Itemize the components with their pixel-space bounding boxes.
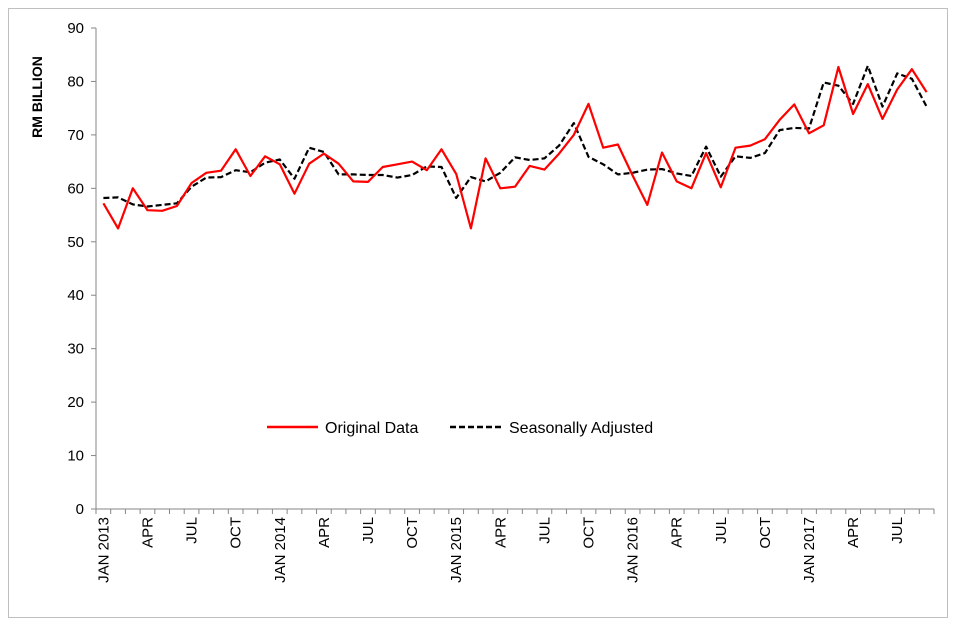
y-tick-label: 20 xyxy=(67,394,84,411)
y-tick-label: 70 xyxy=(67,127,84,144)
y-axis-title: RM BILLION xyxy=(29,56,45,138)
y-tick-label: 60 xyxy=(67,180,84,197)
y-tick-label: 90 xyxy=(67,20,84,37)
x-tick-label: JUL xyxy=(536,517,553,544)
x-tick-label: OCT xyxy=(757,517,774,549)
legend-seasonal-label: Seasonally Adjusted xyxy=(509,420,653,437)
x-tick-label: JUL xyxy=(184,517,201,544)
x-tick-label: APR xyxy=(139,517,156,548)
x-tick-label: JAN 2014 xyxy=(272,517,289,583)
y-tick-label: 30 xyxy=(67,341,84,358)
y-tick-label: 0 xyxy=(76,501,84,518)
x-tick-label: JAN 2015 xyxy=(448,517,465,583)
y-tick-label: 40 xyxy=(67,287,84,304)
x-tick-label: JUL xyxy=(360,517,377,544)
x-tick-label: APR xyxy=(845,517,862,548)
x-tick-label: APR xyxy=(669,517,686,548)
x-tick-label: APR xyxy=(492,517,509,548)
x-tick-label: OCT xyxy=(228,517,245,549)
x-tick-label: JUL xyxy=(889,517,906,544)
y-tick-label: 10 xyxy=(67,448,84,465)
x-tick-label: JAN 2013 xyxy=(95,517,112,583)
chart-frame xyxy=(8,8,948,618)
x-tick-label: OCT xyxy=(404,517,421,549)
seasonally-adjusted-series-line xyxy=(103,64,928,208)
y-tick-label: 50 xyxy=(67,234,84,251)
x-tick-label: JUL xyxy=(713,517,730,544)
original-data-series-line xyxy=(102,65,928,230)
x-tick-label: JAN 2016 xyxy=(625,517,642,583)
legend-original-label: Original Data xyxy=(325,420,418,437)
x-tick-label: JAN 2017 xyxy=(801,517,818,583)
x-tick-label: APR xyxy=(316,517,333,548)
y-tick-label: 80 xyxy=(67,73,84,90)
x-tick-label: OCT xyxy=(581,517,598,549)
